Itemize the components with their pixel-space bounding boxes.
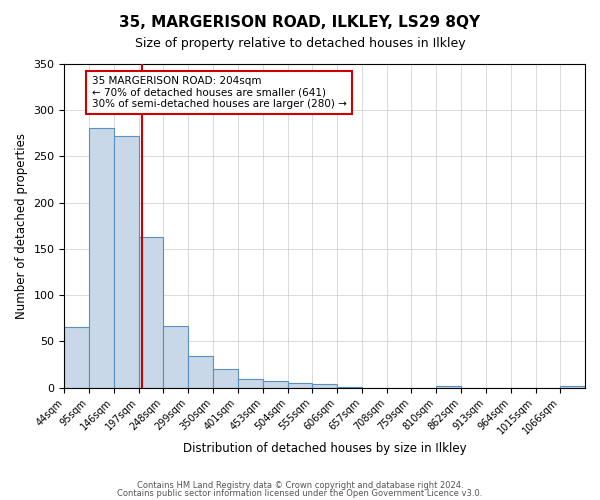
Bar <box>313 384 337 388</box>
Bar <box>263 381 287 388</box>
Text: 35 MARGERISON ROAD: 204sqm
← 70% of detached houses are smaller (641)
30% of sem: 35 MARGERISON ROAD: 204sqm ← 70% of deta… <box>92 76 346 109</box>
Bar <box>436 386 461 388</box>
Text: 35, MARGERISON ROAD, ILKLEY, LS29 8QY: 35, MARGERISON ROAD, ILKLEY, LS29 8QY <box>119 15 481 30</box>
Bar <box>64 328 89 388</box>
Text: Size of property relative to detached houses in Ilkley: Size of property relative to detached ho… <box>134 38 466 51</box>
Bar <box>287 383 313 388</box>
Bar <box>213 369 238 388</box>
Bar <box>560 386 585 388</box>
Bar <box>188 356 213 388</box>
Bar <box>89 128 114 388</box>
Bar <box>139 237 163 388</box>
Bar <box>238 379 263 388</box>
Text: Contains public sector information licensed under the Open Government Licence v3: Contains public sector information licen… <box>118 488 482 498</box>
Bar <box>163 326 188 388</box>
Text: Contains HM Land Registry data © Crown copyright and database right 2024.: Contains HM Land Registry data © Crown c… <box>137 481 463 490</box>
Bar <box>337 386 362 388</box>
Bar <box>114 136 139 388</box>
Y-axis label: Number of detached properties: Number of detached properties <box>15 133 28 319</box>
X-axis label: Distribution of detached houses by size in Ilkley: Distribution of detached houses by size … <box>183 442 467 455</box>
